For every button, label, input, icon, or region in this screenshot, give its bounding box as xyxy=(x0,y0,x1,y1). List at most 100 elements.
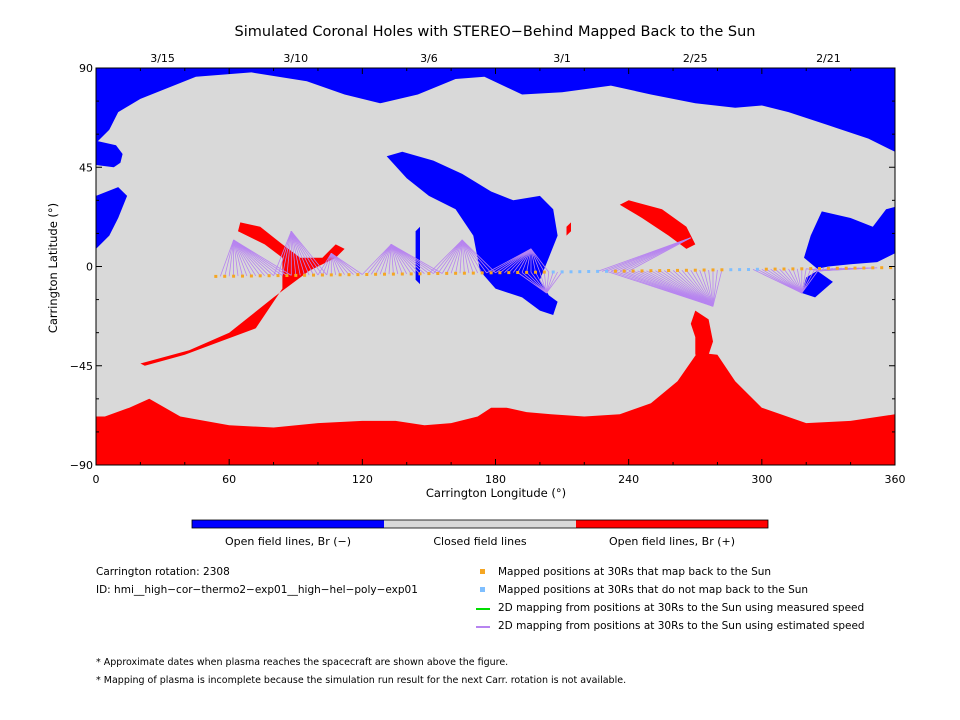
mapping-line-1 xyxy=(233,239,292,276)
top-date-label: 3/10 xyxy=(283,52,308,65)
run-id-text: ID: hmi__high−cor−thermo2−exp01__high−he… xyxy=(96,584,418,596)
mapping-line-5 xyxy=(461,239,492,274)
mapping-line-7 xyxy=(546,271,554,294)
mapping-line-1 xyxy=(219,239,234,277)
mapped-point xyxy=(525,270,529,274)
mapping-line-5 xyxy=(461,239,465,274)
mapped-point xyxy=(454,271,458,275)
legend-line-swatch xyxy=(476,626,490,628)
mapping-line-2 xyxy=(290,230,319,276)
x-axis-label: Carrington Longitude (°) xyxy=(426,486,566,500)
colorbar-label-2: Closed field lines xyxy=(433,535,527,548)
mapping-line-7 xyxy=(546,271,558,294)
mapped-point xyxy=(480,271,484,275)
mapping-line-4 xyxy=(388,244,392,275)
colorbar xyxy=(191,519,769,529)
mapped-point xyxy=(365,273,369,276)
x-tick-label: 120 xyxy=(352,473,373,486)
mapped-point xyxy=(684,268,688,272)
legend-square-swatch xyxy=(480,587,485,592)
mapped-point xyxy=(427,272,431,276)
y-tick-label: −45 xyxy=(70,360,93,373)
mapping-line-5 xyxy=(441,239,463,274)
positive-region-1 xyxy=(96,352,895,465)
mapping-line-9 xyxy=(699,269,714,307)
mapped-point xyxy=(871,266,875,270)
mapped-point xyxy=(471,271,475,275)
mapping-line-1 xyxy=(224,239,234,277)
mapping-line-7 xyxy=(526,272,547,294)
mapped-point xyxy=(711,268,715,272)
negative-region-5 xyxy=(801,270,833,298)
mapped-point xyxy=(818,267,821,270)
mapping-line-5 xyxy=(446,239,463,274)
mapping-line-9 xyxy=(708,269,714,307)
mapping-line-2 xyxy=(282,231,292,276)
unmapped-point xyxy=(755,267,759,271)
mapping-line-4 xyxy=(390,244,408,275)
colorbar-label-3: Open field lines, Br (+) xyxy=(609,535,735,548)
colorbar-segment-2 xyxy=(384,520,576,528)
mapping-line-6 xyxy=(490,248,532,274)
mapping-line-9 xyxy=(712,269,718,307)
y-axis-label: Carrington Latitude (°) xyxy=(46,203,60,333)
mapping-line-4 xyxy=(390,244,403,275)
mapped-point xyxy=(312,273,315,277)
y-axis-ticks: 90 45 0 −45 −90 xyxy=(70,62,895,472)
mapped-point xyxy=(223,274,227,278)
mapping-line-7 xyxy=(539,272,547,294)
top-date-label: 3/15 xyxy=(150,52,175,65)
mapping-line-7 xyxy=(517,272,547,294)
mapping-line-3 xyxy=(331,252,359,275)
mapped-point xyxy=(462,271,466,275)
mapping-line-4 xyxy=(390,244,425,275)
mapping-line-9 xyxy=(672,270,714,307)
mapping-line-4 xyxy=(390,244,412,275)
x-tick-label: 0 xyxy=(93,473,100,486)
mapping-line-9 xyxy=(694,270,714,307)
mapping-line-6 xyxy=(517,248,532,273)
mapping-line-4 xyxy=(390,244,394,275)
mapped-point xyxy=(764,267,768,271)
unmapped-point xyxy=(605,269,608,273)
mapped-point xyxy=(534,270,537,274)
mapped-point xyxy=(844,266,848,270)
mapping-line-5 xyxy=(455,239,463,274)
carrington-rotation-text: Carrington rotation: 2308 xyxy=(96,566,230,578)
mapped-point xyxy=(409,272,413,276)
mapping-line-9 xyxy=(655,270,714,307)
x-tick-label: 180 xyxy=(485,473,506,486)
mapped-point xyxy=(676,268,679,272)
mapping-line-11 xyxy=(819,267,878,272)
mapped-point xyxy=(826,266,830,270)
positive-open-field-regions xyxy=(96,200,895,465)
mapping-line-5 xyxy=(461,239,474,274)
mapped-point xyxy=(702,268,706,272)
mapped-positions xyxy=(214,266,893,278)
mapping-line-4 xyxy=(375,244,392,275)
mapping-line-10 xyxy=(774,268,803,294)
mapped-point xyxy=(258,274,262,278)
negative-region-2 xyxy=(96,140,123,168)
mapping-line-2 xyxy=(290,231,305,276)
legend-line-swatch xyxy=(476,608,490,610)
negative-region-7 xyxy=(415,226,420,285)
mapping-line-10 xyxy=(801,268,816,294)
colorbar-frame xyxy=(191,519,769,529)
mapping-line-4 xyxy=(362,244,392,275)
colorbar-label-1: Open field lines, Br (−) xyxy=(225,535,351,548)
mapping-line-7 xyxy=(535,272,547,294)
mapped-point xyxy=(800,267,804,271)
mapping-line-10 xyxy=(792,268,803,294)
top-date-label: 3/1 xyxy=(553,52,571,65)
mapped-point xyxy=(507,271,511,275)
mapped-point xyxy=(880,266,884,270)
unmapped-point xyxy=(560,270,564,274)
mapping-line-2 xyxy=(290,230,323,276)
mapped-point xyxy=(640,269,644,273)
mapping-line-10 xyxy=(796,268,803,294)
mapping-line-1 xyxy=(233,239,243,277)
mapping-line-4 xyxy=(390,244,430,274)
mapping-line-10 xyxy=(801,268,820,294)
mapping-line-9 xyxy=(690,269,714,307)
